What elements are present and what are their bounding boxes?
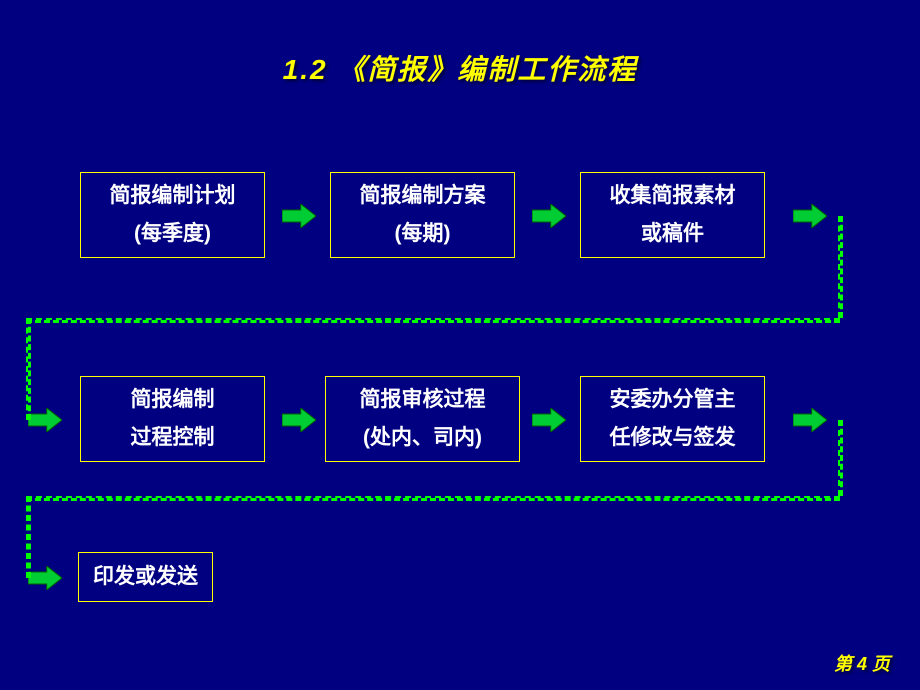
flow-box-4: 简报编制 过程控制: [80, 376, 265, 462]
flow-box-5: 简报审核过程 (处内、司内): [325, 376, 520, 462]
box-line: 收集简报素材: [610, 177, 736, 215]
box-line: 简报编制方案: [360, 177, 486, 215]
page-title: 1.2 《简报》编制工作流程: [283, 48, 638, 88]
box-line: (每期): [395, 215, 451, 253]
connector-line: [26, 496, 840, 501]
box-line: 简报编制计划: [110, 177, 236, 215]
arrow-right-icon: [793, 204, 827, 228]
box-line: 印发或发送: [93, 558, 198, 596]
connector-line: [838, 420, 843, 496]
box-line: 或稿件: [641, 215, 704, 253]
box-line: (每季度): [134, 215, 211, 253]
arrow-right-icon: [282, 408, 316, 432]
flow-box-1: 简报编制计划 (每季度): [80, 172, 265, 258]
connector-line: [26, 318, 31, 420]
connector-line: [26, 318, 840, 323]
flow-box-6: 安委办分管主 任修改与签发: [580, 376, 765, 462]
arrow-right-icon: [28, 408, 62, 432]
arrow-right-icon: [532, 204, 566, 228]
flow-box-2: 简报编制方案 (每期): [330, 172, 515, 258]
box-line: 简报审核过程: [360, 381, 486, 419]
box-line: (处内、司内): [363, 419, 482, 457]
box-line: 简报编制: [131, 381, 215, 419]
box-line: 过程控制: [131, 419, 215, 457]
connector-line: [838, 216, 843, 318]
box-line: 任修改与签发: [610, 419, 736, 457]
arrow-right-icon: [282, 204, 316, 228]
page-number: 第 4 页: [834, 650, 890, 676]
arrow-right-icon: [793, 408, 827, 432]
connector-line: [26, 496, 31, 578]
box-line: 安委办分管主: [610, 381, 736, 419]
arrow-right-icon: [532, 408, 566, 432]
arrow-right-icon: [28, 566, 62, 590]
flow-box-7: 印发或发送: [78, 552, 213, 602]
flow-box-3: 收集简报素材 或稿件: [580, 172, 765, 258]
